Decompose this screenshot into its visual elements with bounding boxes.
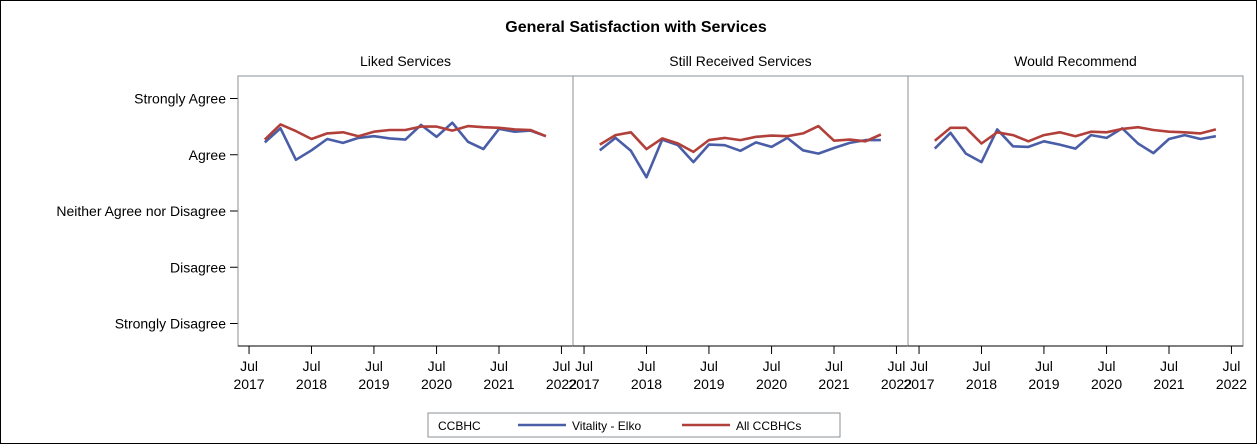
x-tick-year: 2019 — [1028, 376, 1059, 392]
x-tick-month: Jul — [575, 358, 593, 374]
series-line-vitality-elko — [933, 127, 1217, 164]
chart-panels: Liked Services Jul 2017 Jul 2018 Jul 2019 Jul 20… — [233, 53, 1247, 392]
y-tick-label-disagree: Disagree — [170, 259, 226, 275]
x-tick-year: 2017 — [233, 376, 264, 392]
panel-still-received-services: Still Received Services Jul 2017 Jul 2018 Jul… — [568, 53, 912, 392]
series-line-all-ccbhcs — [933, 125, 1217, 145]
x-tick-month: Jul — [428, 358, 446, 374]
x-tick-year: 2022 — [1216, 376, 1247, 392]
panel-frame — [907, 75, 1244, 347]
legend-box — [427, 412, 841, 438]
x-tick-year: 2018 — [966, 376, 997, 392]
x-tick-month: Jul — [490, 358, 508, 374]
panel-frame — [572, 75, 909, 347]
x-tick-year: 2019 — [693, 376, 724, 392]
x-tick-year: 2021 — [483, 376, 514, 392]
series-line-all-ccbhcs — [263, 123, 547, 141]
panel-title: Still Received Services — [669, 53, 811, 69]
series-line-all-ccbhcs — [599, 124, 882, 154]
x-tick-year: 2021 — [818, 376, 849, 392]
x-tick-year: 2019 — [358, 376, 389, 392]
x-tick-year: 2017 — [568, 376, 599, 392]
panel-liked-services: Liked Services Jul 2017 Jul 2018 Jul 2019 Jul 20… — [233, 53, 577, 392]
x-tick-month: Jul — [1098, 358, 1116, 374]
panel-title: Liked Services — [360, 53, 451, 69]
x-tick-year: 2018 — [296, 376, 327, 392]
legend: CCBHC Vitality - Elko All CCBHCs — [427, 412, 841, 438]
x-tick-month: Jul — [638, 358, 656, 374]
x-tick-year: 2018 — [631, 376, 662, 392]
x-tick-year: 2020 — [756, 376, 787, 392]
y-tick-label-strongly-agree: Strongly Agree — [134, 91, 226, 107]
x-tick-month: Jul — [700, 358, 718, 374]
x-tick-month: Jul — [887, 358, 905, 374]
chart-title: General Satisfaction with Services — [505, 19, 767, 36]
x-tick-month: Jul — [1222, 358, 1240, 374]
y-tick-label-neither-agree-nor-disagree: Neither Agree nor Disagree — [56, 203, 226, 219]
panel-would-recommend: Would Recommend Jul 2017 Jul 2018 Jul 2019 Jul 2… — [903, 53, 1247, 392]
x-tick-month: Jul — [973, 358, 991, 374]
x-tick-year: 2021 — [1153, 376, 1184, 392]
x-tick-month: Jul — [763, 358, 781, 374]
y-axis: Strongly Agree Agree Neither Agree nor Dis… — [56, 76, 239, 346]
x-tick-month: Jul — [240, 358, 258, 374]
y-tick-label-strongly-disagree: Strongly Disagree — [115, 316, 226, 332]
y-tick-label-agree: Agree — [189, 147, 227, 163]
x-tick-year: 2022 — [546, 376, 577, 392]
legend-title: CCBHC — [438, 419, 481, 433]
x-tick-month: Jul — [1160, 358, 1178, 374]
panel-title: Would Recommend — [1014, 53, 1137, 69]
x-tick-year: 2022 — [881, 376, 912, 392]
series-line-vitality-elko — [598, 136, 881, 179]
x-tick-year: 2020 — [1091, 376, 1122, 392]
x-tick-month: Jul — [303, 358, 321, 374]
legend-label-vitality-elko: Vitality - Elko — [572, 419, 641, 433]
x-tick-year: 2020 — [421, 376, 452, 392]
x-tick-month: Jul — [552, 358, 570, 374]
x-tick-month: Jul — [910, 358, 928, 374]
panel-frame — [237, 75, 574, 347]
x-tick-month: Jul — [1035, 358, 1053, 374]
x-tick-year: 2017 — [903, 376, 934, 392]
x-tick-month: Jul — [365, 358, 383, 374]
x-tick-month: Jul — [825, 358, 843, 374]
legend-label-all-ccbhcs: All CCBHCs — [736, 419, 801, 433]
